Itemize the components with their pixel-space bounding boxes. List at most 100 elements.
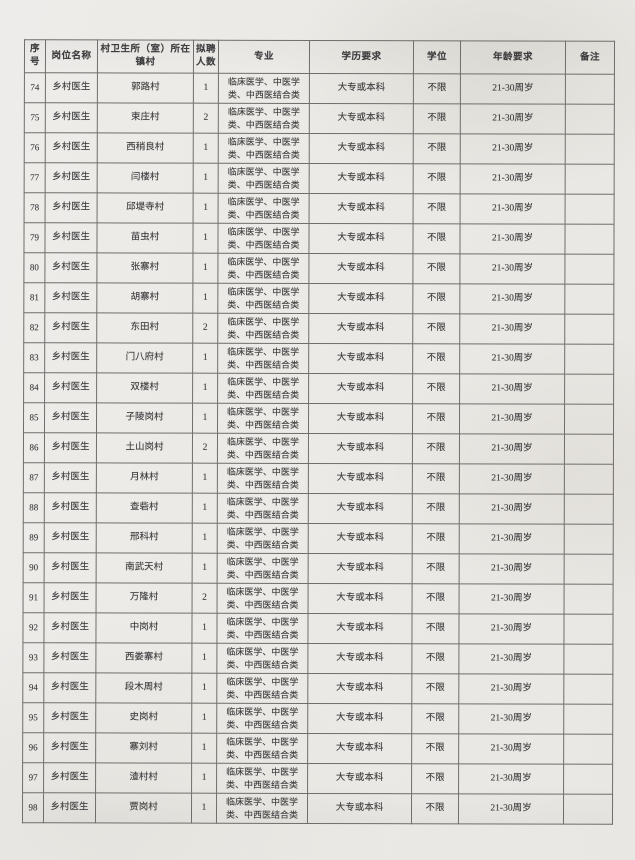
- cell-planned-hires: 1: [192, 283, 218, 314]
- cell-serial-number: 84: [23, 372, 45, 403]
- table-row: 97 乡村医生 渣村村 1 临床医学、中医学类、中西医结合类 大专或本科 不限 …: [22, 762, 613, 795]
- scanned-table-region: 序号 岗位名称 村卫生所（室）所在镇村 拟聘人数 专业 学历要求 学位 年龄要求…: [22, 39, 615, 825]
- cell-village-name: 门八府村: [96, 342, 193, 374]
- cell-position-name: 乡村医生: [45, 72, 98, 103]
- cell-village-name: 张寨村: [96, 252, 193, 284]
- cell-major: 临床医学、中医学类、中西医结合类: [217, 463, 309, 494]
- cell-age-requirement: 21-30周岁: [459, 253, 565, 285]
- cell-remarks: [564, 584, 614, 615]
- cell-remarks: [564, 464, 614, 495]
- table-row: 80 乡村医生 张寨村 1 临床医学、中医学类、中西医结合类 大专或本科 不限 …: [23, 252, 614, 285]
- table-row: 76 乡村医生 西稍良村 1 临床医学、中医学类、中西医结合类 大专或本科 不限…: [24, 132, 615, 165]
- cell-remarks: [564, 494, 614, 525]
- cell-age-requirement: 21-30周岁: [458, 703, 564, 735]
- cell-age-requirement: 21-30周岁: [459, 343, 565, 375]
- cell-position-name: 乡村医生: [43, 672, 96, 703]
- cell-village-name: 贾岗村: [95, 792, 192, 824]
- cell-major: 临床医学、中医学类、中西医结合类: [218, 103, 310, 134]
- cell-position-name: 乡村医生: [44, 462, 97, 493]
- cell-major: 临床医学、中医学类、中西医结合类: [218, 163, 310, 194]
- cell-age-requirement: 21-30周岁: [459, 313, 565, 345]
- cell-major: 临床医学、中医学类、中西医结合类: [216, 703, 308, 734]
- cell-planned-hires: 2: [192, 433, 218, 464]
- cell-education: 大专或本科: [309, 133, 414, 164]
- cell-village-name: 段木周村: [95, 672, 192, 704]
- cell-major: 临床医学、中医学类、中西医结合类: [216, 763, 308, 794]
- cell-degree: 不限: [412, 313, 460, 344]
- cell-major: 临床医学、中医学类、中西医结合类: [217, 253, 309, 284]
- cell-village-name: 土山岗村: [96, 432, 193, 464]
- cell-remarks: [564, 554, 614, 585]
- cell-position-name: 乡村医生: [44, 552, 97, 583]
- table-body: 74 乡村医生 郭路村 1 临床医学、中医学类、中西医结合类 大专或本科 不限 …: [22, 72, 615, 825]
- cell-position-name: 乡村医生: [43, 762, 96, 793]
- cell-major: 临床医学、中医学类、中西医结合类: [217, 433, 309, 464]
- cell-degree: 不限: [411, 613, 460, 644]
- cell-age-requirement: 21-30周岁: [459, 373, 565, 405]
- cell-degree: 不限: [411, 673, 459, 704]
- cell-village-name: 南武天村: [96, 552, 193, 584]
- cell-education: 大专或本科: [307, 673, 412, 704]
- cell-remarks: [565, 194, 615, 225]
- cell-position-name: 乡村医生: [43, 642, 96, 673]
- cell-serial-number: 77: [24, 162, 46, 193]
- cell-planned-hires: 2: [192, 583, 218, 614]
- cell-serial-number: 96: [22, 732, 44, 763]
- cell-major: 临床医学、中医学类、中西医结合类: [217, 343, 309, 374]
- cell-education: 大专或本科: [307, 643, 412, 674]
- cell-serial-number: 81: [23, 282, 45, 313]
- cell-remarks: [564, 314, 614, 345]
- cell-planned-hires: 1: [193, 193, 219, 224]
- cell-degree: 不限: [411, 733, 459, 764]
- cell-education: 大专或本科: [308, 553, 413, 584]
- cell-village-name: 万隆村: [96, 582, 193, 614]
- cell-village-name: 西稍良村: [97, 132, 194, 164]
- cell-age-requirement: 21-30周岁: [459, 523, 565, 555]
- header-major: 专业: [218, 40, 310, 74]
- cell-position-name: 乡村医生: [44, 342, 97, 373]
- cell-major: 临床医学、中医学类、中西医结合类: [216, 673, 308, 704]
- header-age-requirement: 年龄要求: [460, 40, 566, 75]
- cell-serial-number: 82: [23, 312, 45, 343]
- cell-degree: 不限: [412, 463, 460, 494]
- header-serial-number: 序号: [24, 39, 46, 73]
- cell-education: 大专或本科: [308, 253, 413, 284]
- cell-planned-hires: 1: [192, 463, 218, 494]
- cell-position-name: 乡村医生: [44, 222, 98, 253]
- cell-major: 临床医学、中医学类、中西医结合类: [217, 373, 309, 404]
- cell-education: 大专或本科: [308, 343, 413, 374]
- cell-degree: 不限: [411, 643, 459, 674]
- table-row: 81 乡村医生 胡寨村 1 临床医学、中医学类、中西医结合类 大专或本科 不限 …: [23, 282, 614, 315]
- header-position-name: 岗位名称: [45, 39, 98, 73]
- cell-age-requirement: 21-30周岁: [458, 673, 564, 705]
- cell-education: 大专或本科: [308, 493, 413, 524]
- cell-age-requirement: 21-30周岁: [458, 763, 564, 795]
- cell-major: 临床医学、中医学类、中西医结合类: [216, 643, 308, 674]
- cell-village-name: 东田村: [96, 312, 193, 344]
- table-row: 82 乡村医生 东田村 2 临床医学、中医学类、中西医结合类 大专或本科 不限 …: [23, 312, 614, 345]
- cell-remarks: [565, 74, 615, 105]
- cell-village-name: 郭路村: [97, 72, 194, 104]
- cell-degree: 不限: [413, 103, 461, 134]
- header-village-clinic: 村卫生所（室）所在镇村: [97, 39, 194, 74]
- cell-education: 大专或本科: [309, 73, 414, 104]
- cell-major: 临床医学、中医学类、中西医结合类: [218, 193, 310, 224]
- cell-remarks: [564, 344, 614, 375]
- cell-village-name: 查砦村: [96, 492, 193, 524]
- cell-degree: 不限: [413, 133, 461, 164]
- cell-planned-hires: 1: [193, 73, 219, 104]
- cell-education: 大专或本科: [307, 793, 412, 824]
- cell-position-name: 乡村医生: [43, 702, 96, 733]
- cell-education: 大专或本科: [308, 403, 413, 434]
- cell-planned-hires: 1: [192, 373, 218, 404]
- cell-remarks: [563, 644, 613, 675]
- cell-planned-hires: 2: [193, 103, 219, 134]
- header-degree: 学位: [413, 40, 461, 74]
- cell-remarks: [565, 134, 615, 165]
- cell-degree: 不限: [413, 163, 461, 194]
- cell-age-requirement: 21-30周岁: [459, 433, 565, 465]
- cell-village-name: 寨刘村: [95, 732, 192, 764]
- cell-serial-number: 93: [22, 642, 44, 673]
- cell-age-requirement: 21-30周岁: [459, 223, 566, 255]
